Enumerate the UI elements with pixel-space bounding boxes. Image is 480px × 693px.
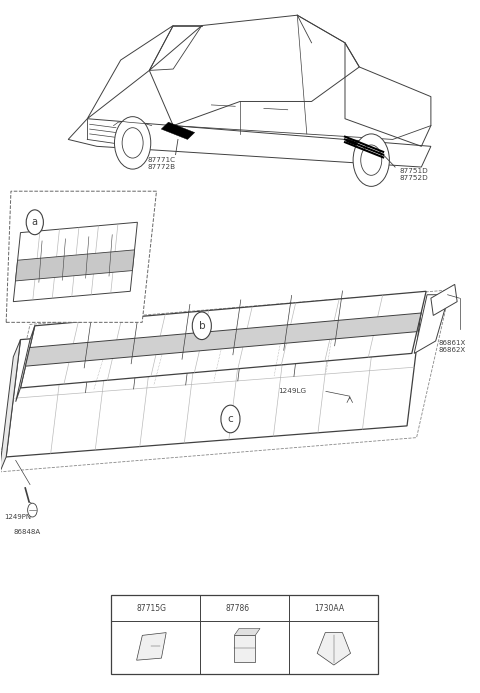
Circle shape — [296, 599, 309, 617]
Text: 86861X
86862X: 86861X 86862X — [438, 340, 465, 353]
Polygon shape — [15, 250, 134, 281]
Text: c: c — [228, 414, 233, 424]
Polygon shape — [317, 633, 350, 665]
Circle shape — [361, 145, 382, 175]
Polygon shape — [6, 308, 421, 457]
Polygon shape — [0, 340, 21, 474]
Text: b: b — [211, 604, 216, 613]
Circle shape — [221, 405, 240, 432]
Text: a: a — [122, 604, 127, 613]
Text: c: c — [300, 604, 305, 613]
Bar — [234, 635, 255, 662]
Text: 1730AA: 1730AA — [314, 604, 345, 613]
Circle shape — [207, 599, 220, 617]
Text: 87771C
87772B: 87771C 87772B — [147, 157, 175, 170]
Text: 1249PN: 1249PN — [4, 514, 31, 520]
Text: 87751D
87752D: 87751D 87752D — [400, 168, 429, 182]
Circle shape — [118, 599, 131, 617]
Circle shape — [26, 210, 43, 235]
Polygon shape — [6, 191, 156, 322]
Text: 87715G: 87715G — [136, 604, 167, 613]
Polygon shape — [431, 284, 457, 315]
Polygon shape — [16, 326, 35, 402]
Polygon shape — [25, 313, 421, 366]
Polygon shape — [161, 122, 195, 139]
Polygon shape — [13, 222, 137, 301]
Circle shape — [353, 134, 389, 186]
Circle shape — [192, 312, 211, 340]
Circle shape — [122, 128, 143, 158]
Text: 86848A: 86848A — [13, 529, 40, 536]
Bar — [111, 595, 378, 674]
Polygon shape — [21, 291, 426, 388]
Text: b: b — [199, 321, 205, 331]
Circle shape — [115, 116, 151, 169]
Polygon shape — [234, 629, 260, 635]
Circle shape — [28, 503, 37, 517]
Polygon shape — [414, 295, 449, 353]
Text: a: a — [32, 218, 38, 227]
Polygon shape — [137, 633, 166, 660]
Text: 87786: 87786 — [226, 604, 250, 613]
Text: 1249LG: 1249LG — [278, 388, 306, 394]
